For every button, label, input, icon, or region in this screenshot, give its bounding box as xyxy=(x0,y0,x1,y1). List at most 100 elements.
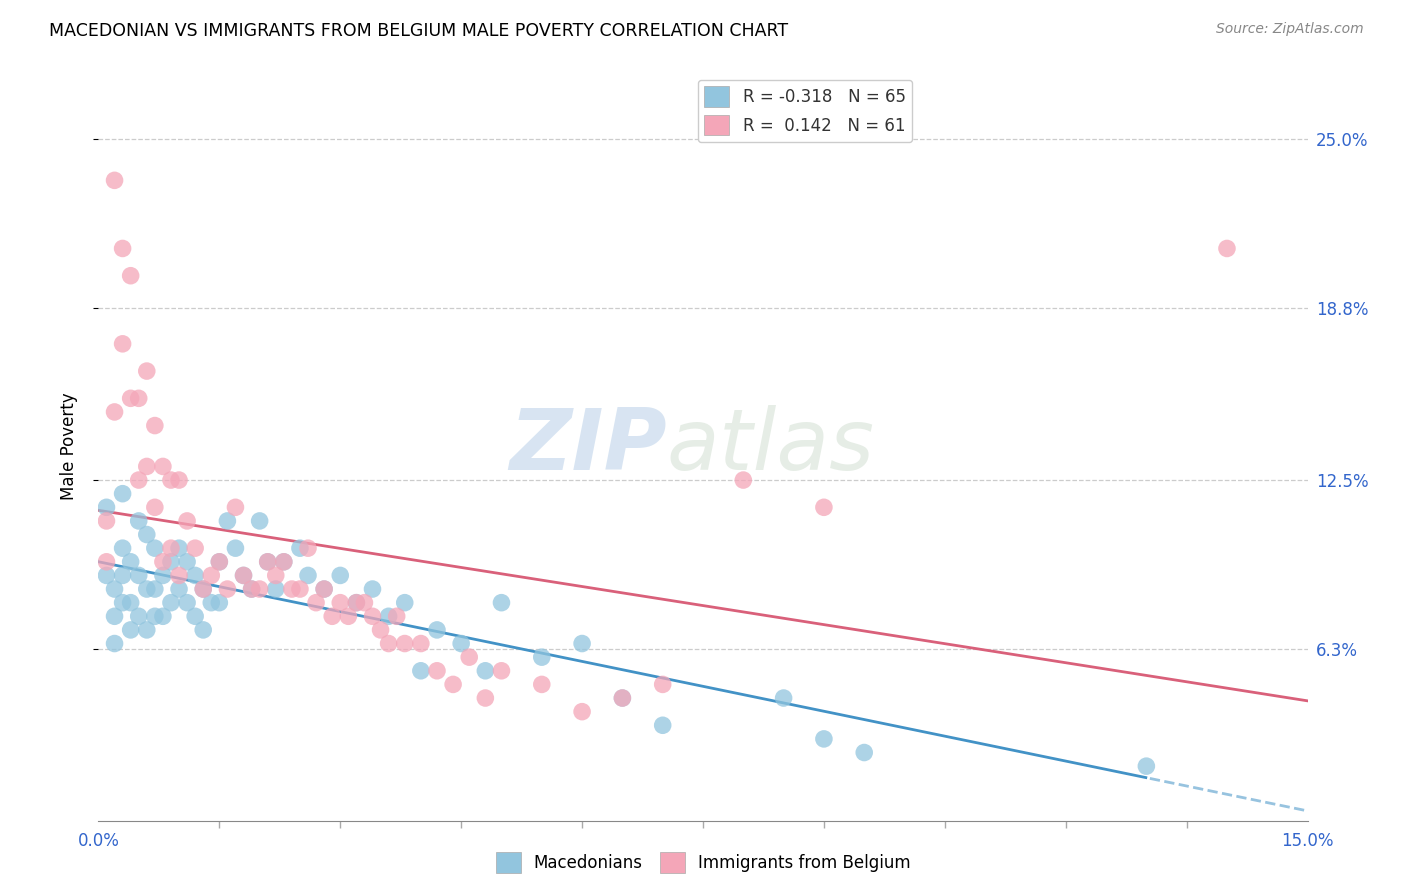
Point xyxy=(152,609,174,624)
Point xyxy=(152,459,174,474)
Point xyxy=(612,691,634,706)
Point xyxy=(297,568,319,582)
Point xyxy=(128,568,150,582)
Point xyxy=(135,364,157,378)
Point xyxy=(344,596,367,610)
Point xyxy=(288,541,311,556)
Point xyxy=(530,650,553,665)
Point xyxy=(853,746,876,760)
Point xyxy=(370,623,392,637)
Point xyxy=(96,555,118,569)
Text: atlas: atlas xyxy=(666,404,875,488)
Point xyxy=(344,596,367,610)
Point xyxy=(184,609,207,624)
Point xyxy=(240,582,263,596)
Point xyxy=(264,568,287,582)
Point xyxy=(111,568,134,582)
Point xyxy=(394,596,416,610)
Point xyxy=(193,582,215,596)
Point xyxy=(249,514,271,528)
Point xyxy=(337,609,360,624)
Point xyxy=(232,568,254,582)
Legend: R = -0.318   N = 65, R =  0.142   N = 61: R = -0.318 N = 65, R = 0.142 N = 61 xyxy=(697,79,912,142)
Point xyxy=(314,582,336,596)
Point xyxy=(167,541,190,556)
Point xyxy=(240,582,263,596)
Point xyxy=(120,555,142,569)
Point xyxy=(321,609,343,624)
Point xyxy=(353,596,375,610)
Point xyxy=(128,473,150,487)
Point xyxy=(184,568,207,582)
Point xyxy=(772,691,794,706)
Point xyxy=(120,623,142,637)
Point xyxy=(361,582,384,596)
Point xyxy=(135,527,157,541)
Point xyxy=(176,514,198,528)
Point xyxy=(143,418,166,433)
Point xyxy=(160,555,183,569)
Point xyxy=(217,514,239,528)
Point xyxy=(385,609,408,624)
Point xyxy=(152,555,174,569)
Point xyxy=(450,636,472,650)
Point xyxy=(813,731,835,746)
Point xyxy=(314,582,336,596)
Point xyxy=(143,609,166,624)
Point xyxy=(176,596,198,610)
Point xyxy=(208,596,231,610)
Point xyxy=(176,555,198,569)
Point xyxy=(249,582,271,596)
Point xyxy=(288,582,311,596)
Point xyxy=(329,596,352,610)
Point xyxy=(96,568,118,582)
Point xyxy=(167,582,190,596)
Point xyxy=(458,650,481,665)
Point xyxy=(651,718,673,732)
Point xyxy=(733,473,755,487)
Point xyxy=(193,582,215,596)
Point xyxy=(96,500,118,515)
Point xyxy=(103,636,125,650)
Point xyxy=(224,500,246,515)
Point xyxy=(135,459,157,474)
Point xyxy=(135,623,157,637)
Point xyxy=(103,582,125,596)
Text: Source: ZipAtlas.com: Source: ZipAtlas.com xyxy=(1216,22,1364,37)
Point xyxy=(167,568,190,582)
Point xyxy=(128,392,150,406)
Point xyxy=(232,568,254,582)
Point xyxy=(426,623,449,637)
Point xyxy=(256,555,278,569)
Point xyxy=(103,609,125,624)
Point xyxy=(813,500,835,515)
Point xyxy=(329,568,352,582)
Point xyxy=(160,596,183,610)
Point xyxy=(1135,759,1157,773)
Point xyxy=(571,705,593,719)
Point xyxy=(135,582,157,596)
Point xyxy=(273,555,295,569)
Text: MACEDONIAN VS IMMIGRANTS FROM BELGIUM MALE POVERTY CORRELATION CHART: MACEDONIAN VS IMMIGRANTS FROM BELGIUM MA… xyxy=(49,22,789,40)
Point xyxy=(193,623,215,637)
Point xyxy=(305,596,328,610)
Point xyxy=(409,664,432,678)
Point xyxy=(377,609,399,624)
Point xyxy=(224,541,246,556)
Point xyxy=(111,596,134,610)
Point xyxy=(491,664,513,678)
Point xyxy=(409,636,432,650)
Point xyxy=(128,514,150,528)
Point xyxy=(426,664,449,678)
Point xyxy=(111,242,134,256)
Point xyxy=(612,691,634,706)
Point xyxy=(184,541,207,556)
Point xyxy=(651,677,673,691)
Point xyxy=(571,636,593,650)
Point xyxy=(377,636,399,650)
Point xyxy=(152,568,174,582)
Point xyxy=(111,486,134,500)
Point xyxy=(441,677,464,691)
Y-axis label: Male Poverty: Male Poverty xyxy=(59,392,77,500)
Point xyxy=(474,691,496,706)
